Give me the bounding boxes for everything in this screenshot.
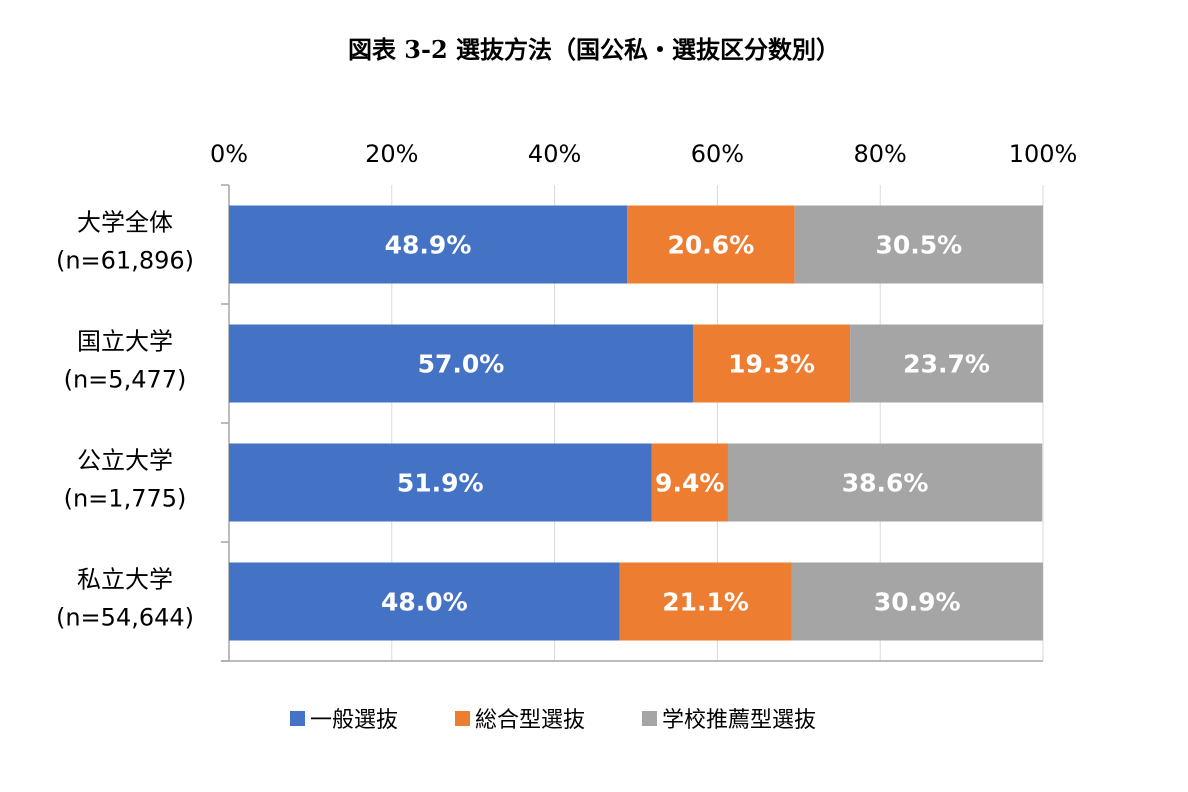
x-tick-label: 80% — [854, 140, 907, 168]
data-label: 21.1% — [662, 588, 749, 617]
data-label: 19.3% — [728, 350, 815, 379]
x-tick-label: 20% — [365, 140, 418, 168]
category-label: 大学全体 — [77, 209, 173, 237]
bar-segment — [627, 205, 795, 284]
data-label: 48.0% — [381, 588, 468, 617]
category-label: 公立大学 — [77, 447, 173, 475]
category-label: 私立大学 — [77, 566, 173, 594]
data-label: 23.7% — [903, 350, 990, 379]
category-count-label: (n=54,644) — [56, 604, 194, 632]
bar-segment — [229, 562, 620, 641]
bar-segment — [794, 205, 1043, 284]
x-tick-label: 40% — [528, 140, 581, 168]
bar-segment — [791, 562, 1043, 641]
category-count-label: (n=1,775) — [64, 485, 187, 513]
legend-swatch — [290, 711, 305, 726]
bar-segment — [692, 324, 851, 403]
legend-label: 一般選抜 — [310, 708, 398, 733]
bar-segment — [619, 562, 792, 641]
category-count-label: (n=5,477) — [64, 366, 187, 394]
data-label: 51.9% — [397, 469, 484, 498]
data-label: 38.6% — [842, 469, 929, 498]
chart-title: 図表 3-2 選抜方法（国公私・選抜区分数別） — [347, 35, 841, 64]
data-label: 30.5% — [875, 231, 962, 260]
legend-swatch — [642, 711, 657, 726]
bar-segment — [229, 324, 693, 403]
bar-segment — [229, 205, 628, 284]
data-label: 9.4% — [655, 469, 724, 498]
bar-segment — [229, 443, 652, 522]
x-tick-label: 60% — [691, 140, 744, 168]
x-tick-label: 100% — [1009, 140, 1078, 168]
category-count-label: (n=61,896) — [56, 247, 194, 275]
category-label: 国立大学 — [77, 328, 173, 356]
legend-label: 総合型選抜 — [475, 708, 585, 733]
legend-label: 学校推薦型選抜 — [662, 708, 816, 733]
data-label: 57.0% — [418, 350, 505, 379]
bar-segment — [651, 443, 728, 522]
legend-swatch — [455, 711, 470, 726]
data-label: 20.6% — [668, 231, 755, 260]
data-label: 30.9% — [874, 588, 961, 617]
data-label: 48.9% — [385, 231, 472, 260]
bar-segment — [727, 443, 1043, 522]
x-tick-label: 0% — [210, 140, 248, 168]
bar-segment — [850, 324, 1043, 403]
